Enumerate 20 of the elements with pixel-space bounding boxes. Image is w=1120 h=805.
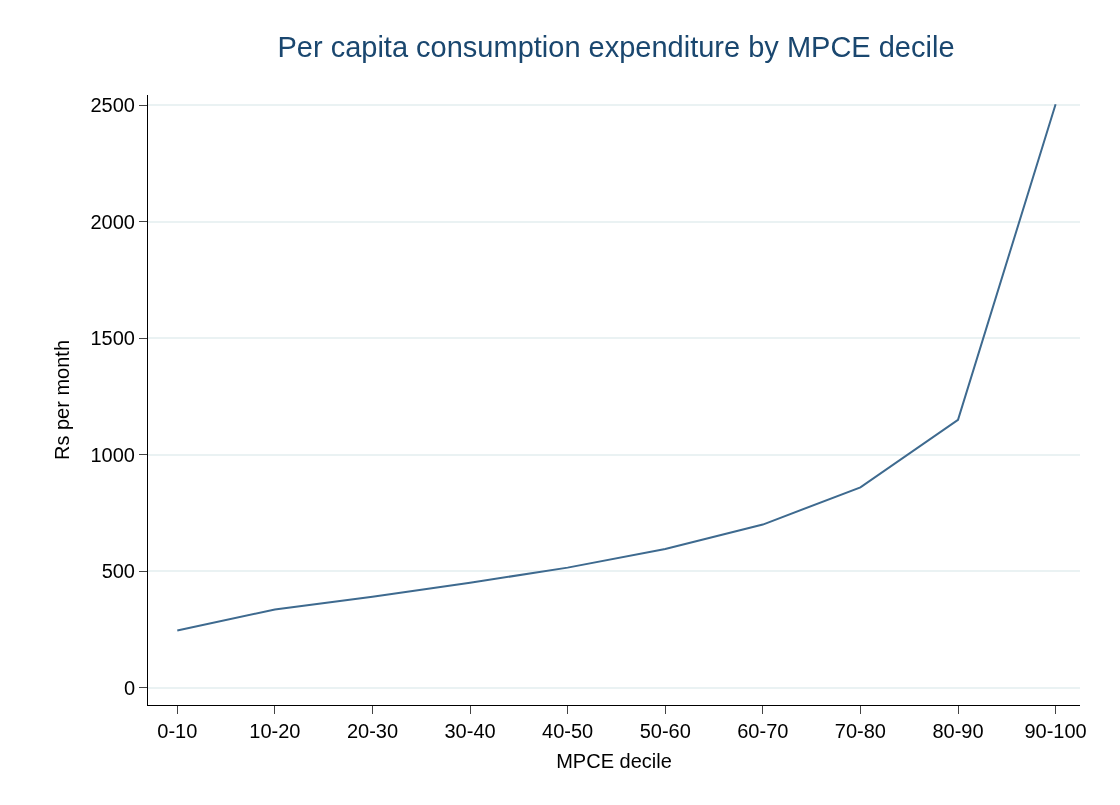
y-tick-label: 0 [123,676,135,699]
line-series [176,103,1057,632]
x-tick-label: 0-10 [157,720,198,742]
x-tick-label: 50-60 [639,720,691,742]
y-tick-label: 1000 [90,443,135,466]
y-tick-label: 2500 [90,94,135,117]
y-tick-label: 1500 [90,327,135,350]
x-tick-label: 70-80 [834,720,886,742]
x-tick-label: 90-100 [1024,720,1087,742]
x-tick-label: 40-50 [542,720,594,742]
y-axis-title: Rs per month [51,339,73,461]
x-tick-label: 30-40 [444,720,496,742]
x-axis-title: MPCE decile [556,749,672,772]
x-tick-label: 60-70 [737,720,789,742]
x-tick-label: 80-90 [932,720,984,742]
y-tick-label: 500 [101,560,135,583]
y-tick-label: 2000 [90,210,135,233]
chart-title: Per capita consumption expenditure by MPCE decile [277,30,955,63]
x-tick-label: 20-30 [346,720,399,742]
x-tick-label: 10-20 [249,720,301,742]
